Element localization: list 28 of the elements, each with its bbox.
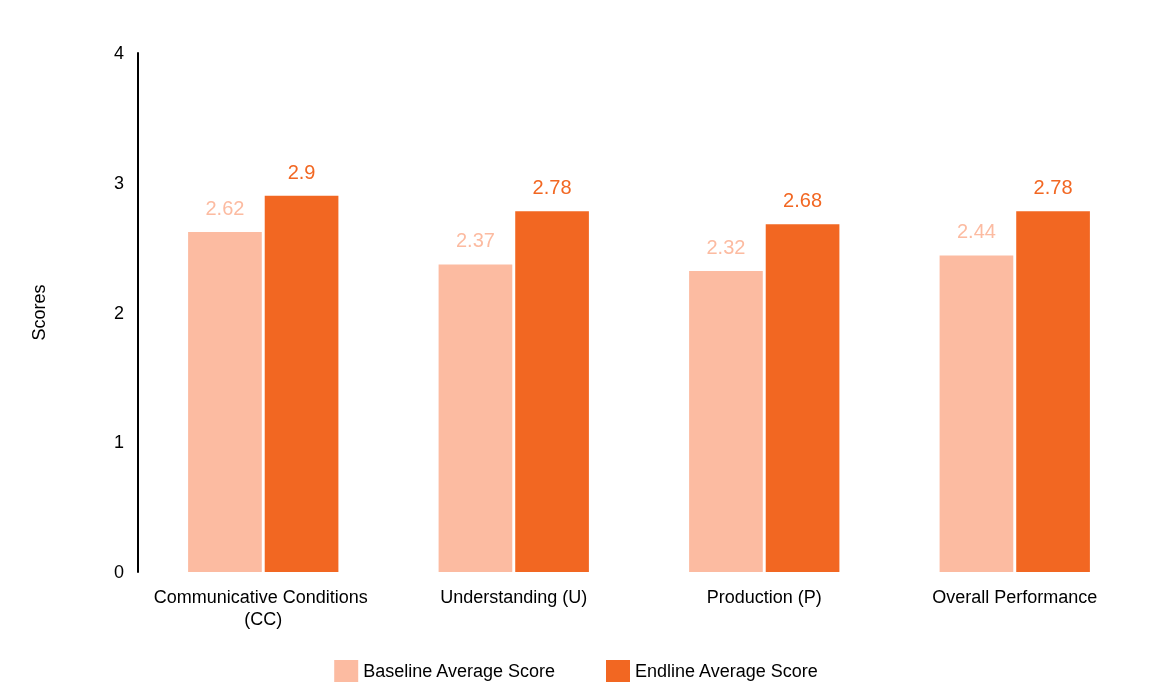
bar (188, 232, 262, 572)
data-label: 2.78 (532, 176, 572, 199)
y-tick-label: 2 (113, 302, 124, 323)
bar (689, 270, 763, 572)
y-tick-label: 3 (113, 172, 124, 193)
x-tick-label: Understanding (U) (440, 587, 588, 607)
data-label: 2.62 (205, 197, 245, 220)
bar (765, 224, 840, 572)
data-label: 2.44 (956, 220, 996, 243)
bar (438, 264, 513, 572)
data-label: 2.9 (287, 160, 316, 183)
bar (515, 211, 589, 572)
bar (264, 195, 339, 572)
x-tick-label: Overall Performance (932, 587, 1098, 607)
y-axis-title: Scores (29, 284, 49, 341)
data-label: 2.68 (783, 189, 823, 212)
data-label: 2.78 (1033, 176, 1073, 199)
y-tick-label: 1 (113, 432, 124, 453)
legend-label: Baseline Average Score (363, 661, 556, 681)
x-tick-label: Production (P) (706, 587, 822, 607)
bar (939, 255, 1014, 572)
bar (1016, 211, 1090, 572)
x-tick-label: Communicative Conditions (CC) (153, 587, 373, 629)
y-tick-label: 4 (113, 43, 124, 63)
y-tick-label: 0 (113, 562, 124, 582)
data-label: 2.32 (706, 235, 746, 258)
data-label: 2.37 (455, 229, 495, 252)
legend-label: Endline Average Score (635, 661, 818, 681)
